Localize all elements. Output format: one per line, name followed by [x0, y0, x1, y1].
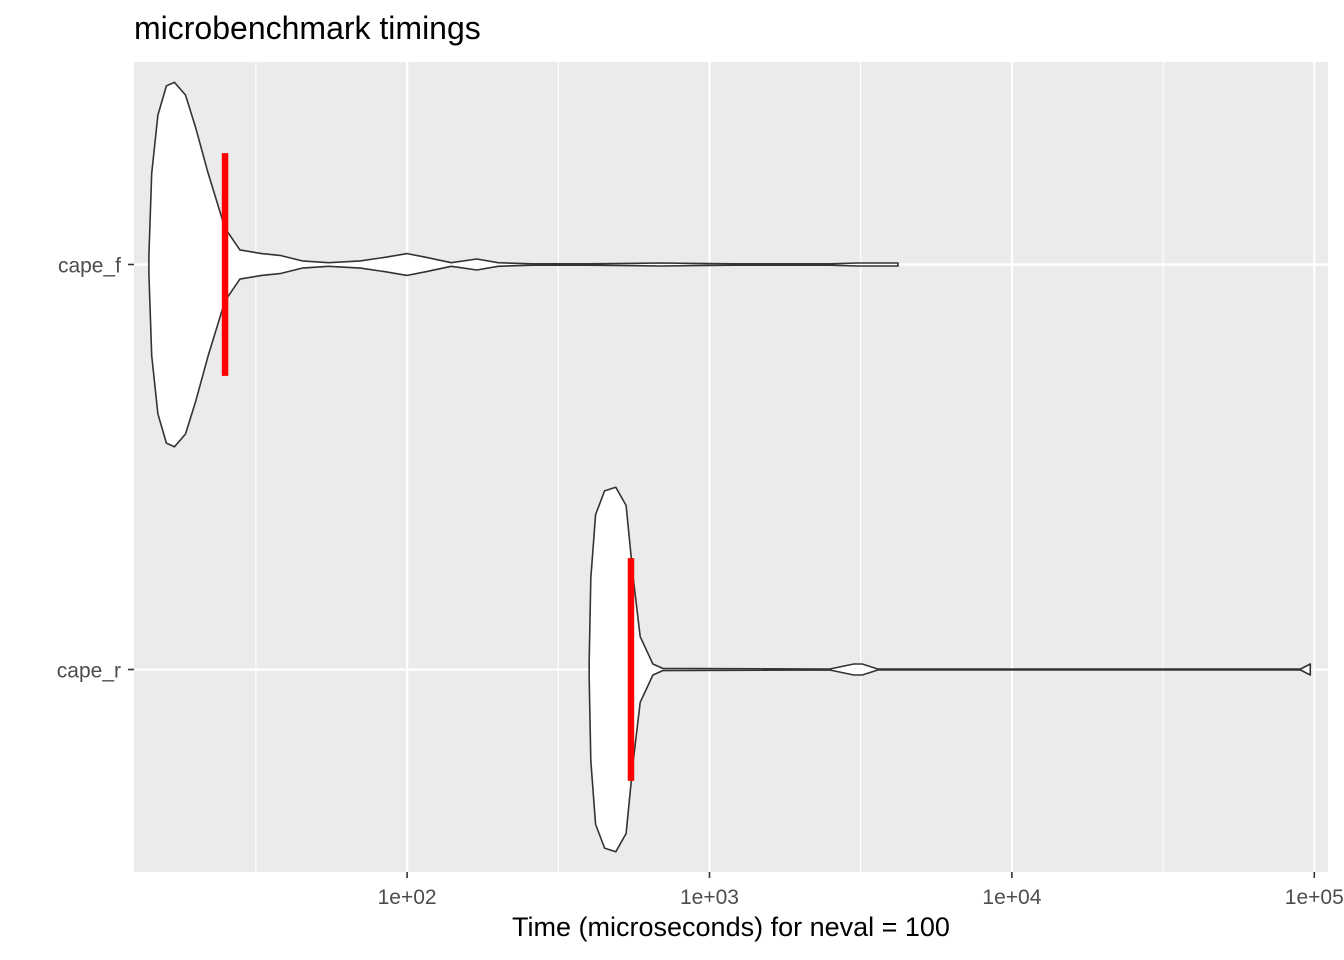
x-axis-label: Time (microseconds) for neval = 100: [512, 912, 950, 942]
chart-title: microbenchmark timings: [134, 10, 481, 46]
x-tick-label: 1e+02: [378, 886, 437, 909]
violins: [148, 81, 1312, 853]
median-markers: [221, 153, 635, 781]
x-tick-label: 1e+03: [680, 886, 739, 909]
y-axis: cape_f cape_r: [57, 255, 134, 683]
plot-panel: [134, 62, 1328, 872]
violin-cape_f: [148, 81, 899, 448]
x-tick-label: 1e+04: [982, 886, 1041, 909]
x-tick-label: 1e+05: [1285, 886, 1344, 909]
minor-gridlines: [255, 62, 1164, 872]
y-tick-label: cape_r: [57, 660, 121, 683]
y-tick-label: cape_f: [58, 255, 121, 278]
x-axis: 1e+02 1e+03 1e+04 1e+05: [378, 872, 1344, 909]
violin-cape_r: [588, 486, 1312, 853]
